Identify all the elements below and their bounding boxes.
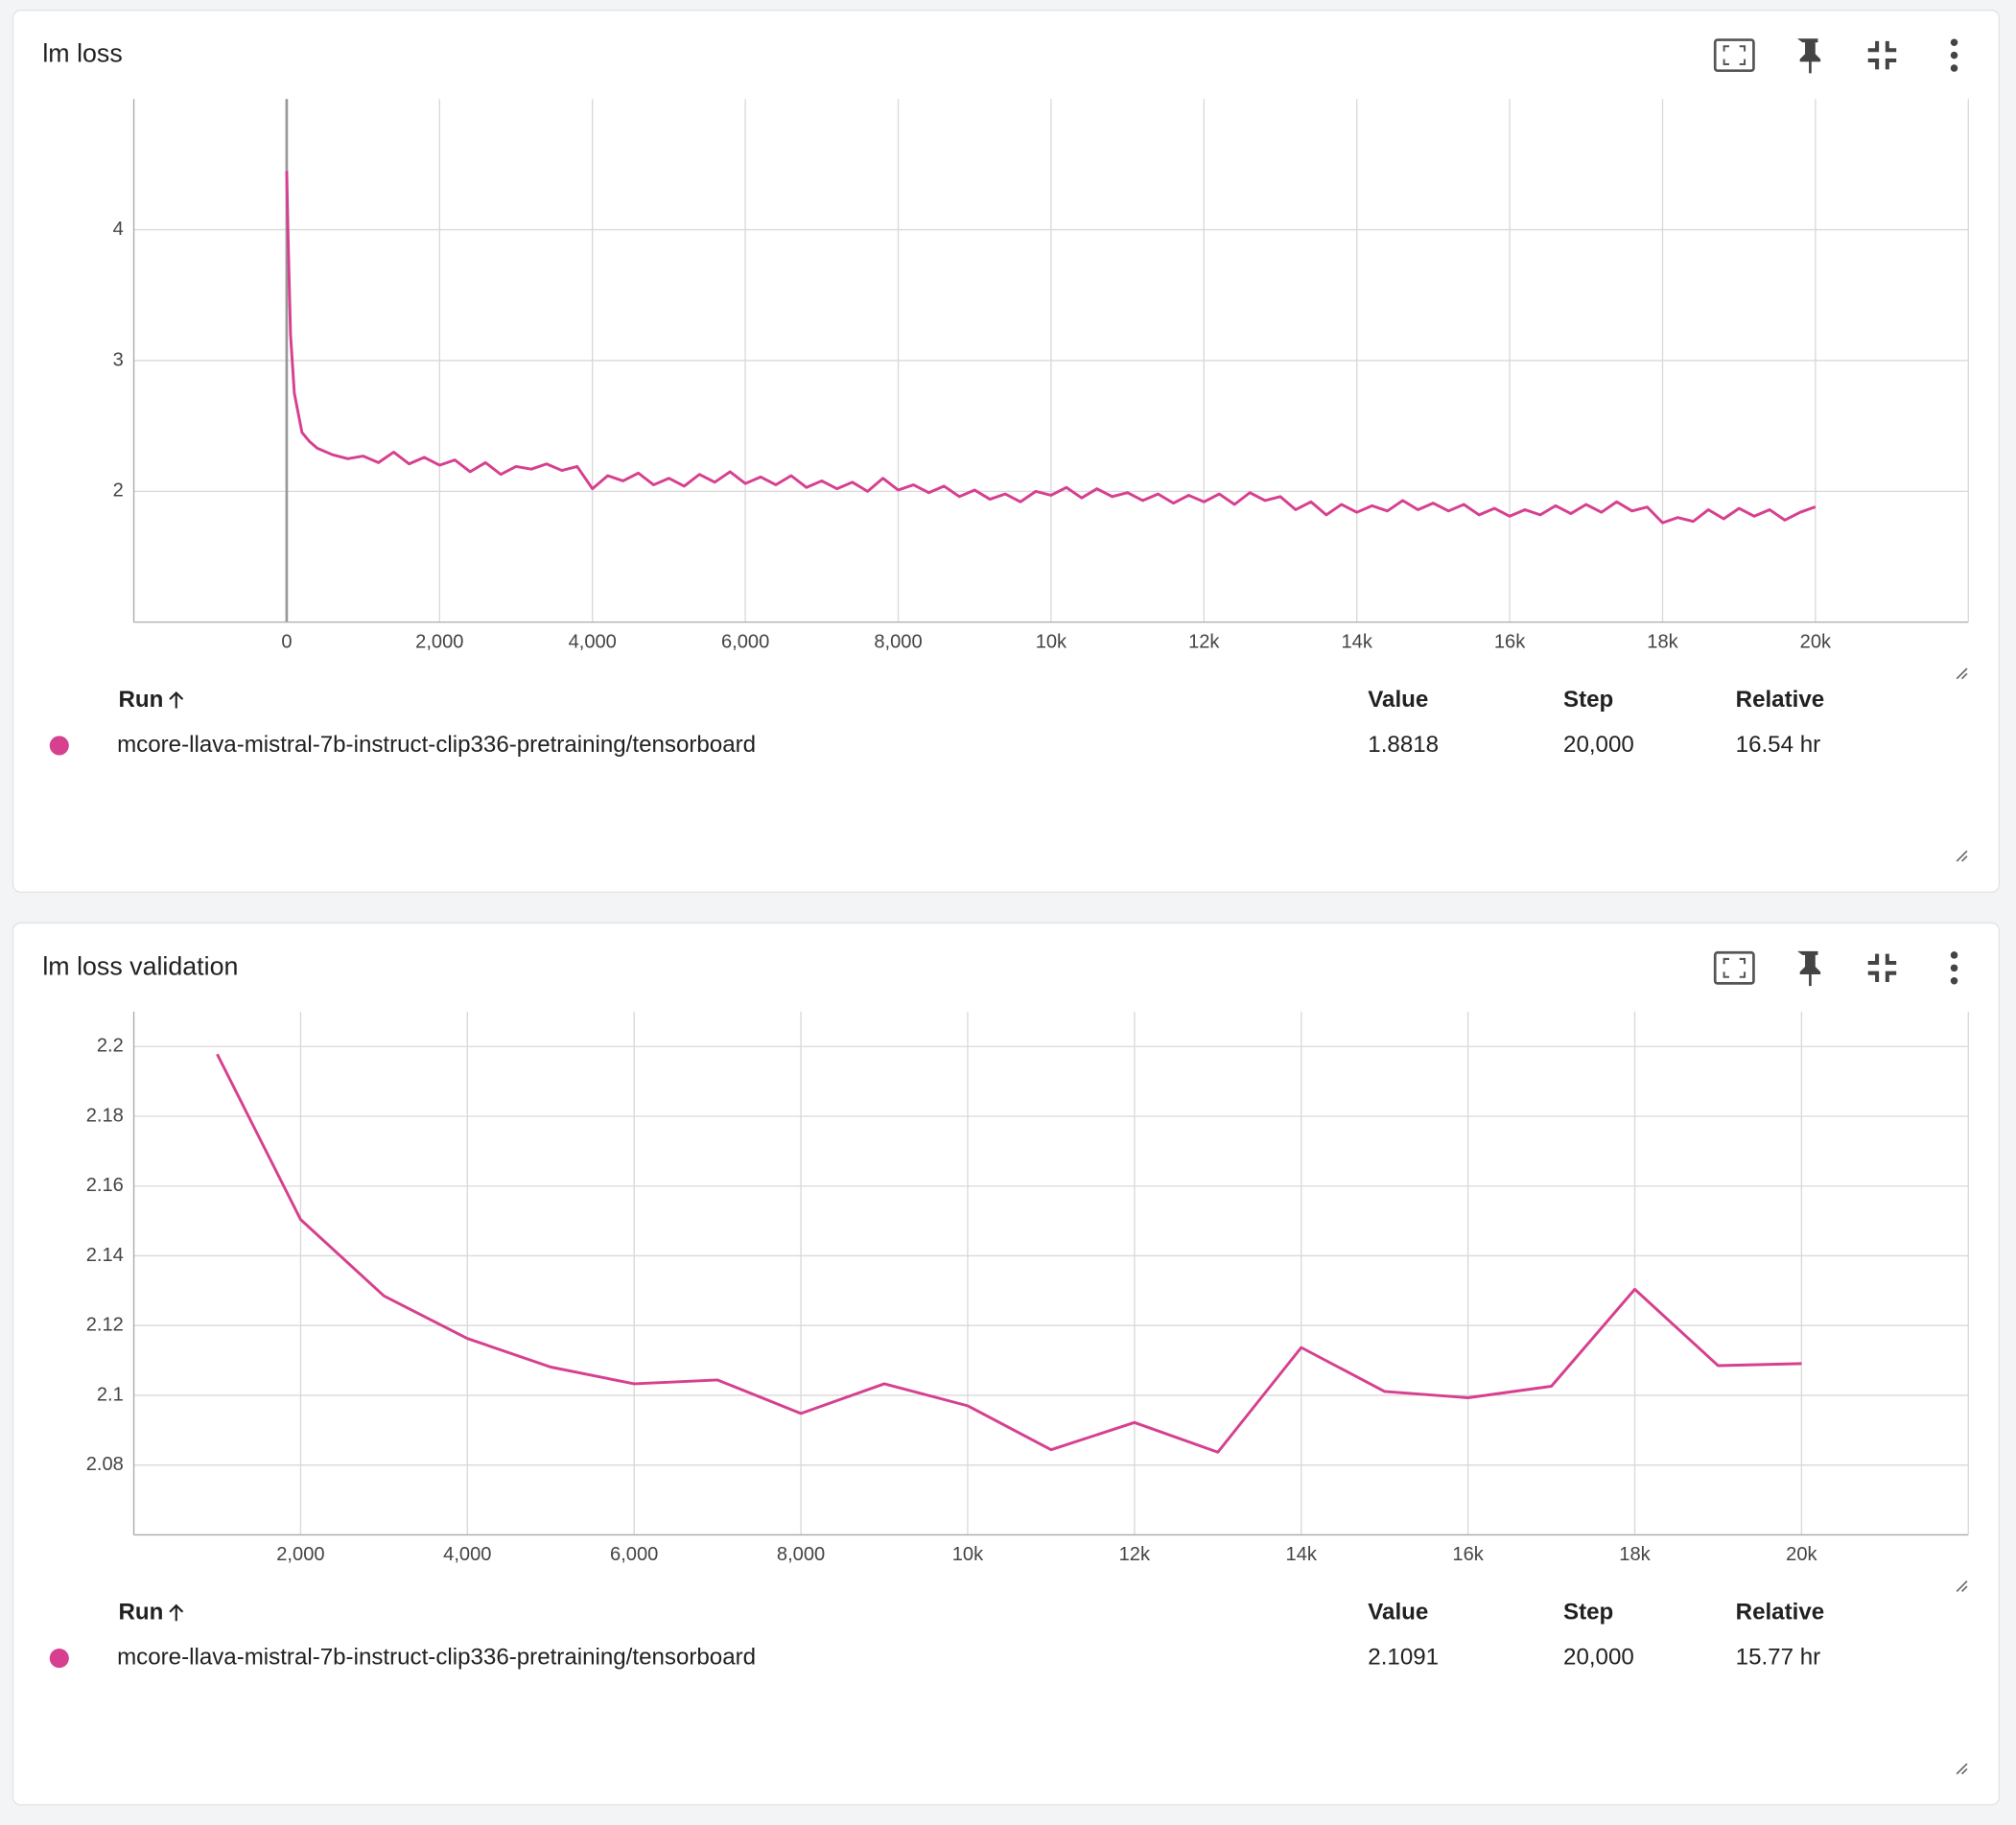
column-header[interactable]: Value <box>1368 687 1428 713</box>
x-tick-label: 18k <box>1647 632 1678 653</box>
x-tick-label: 20k <box>1786 1544 1817 1565</box>
table-cell: 1.8818 <box>1368 732 1439 758</box>
icon <box>1723 957 1746 978</box>
collapse-button[interactable] <box>1867 953 1897 983</box>
x-tick-label: 12k <box>1119 1544 1151 1565</box>
icon <box>1713 38 1755 73</box>
run-color-dot <box>49 736 69 756</box>
x-tick-label: 0 <box>281 632 292 653</box>
x-tick-label: 8,000 <box>777 1544 825 1565</box>
sort-arrow <box>169 690 184 709</box>
y-tick-label: 2.16 <box>86 1175 124 1196</box>
x-tick-label: 18k <box>1619 1544 1651 1565</box>
column-header[interactable]: Step <box>1563 1600 1613 1626</box>
table-cell: mcore-llava-mistral-7b-instruct-clip336-… <box>117 1644 756 1670</box>
x-tick-label: 14k <box>1341 632 1372 653</box>
sort-arrow <box>169 1603 184 1622</box>
more-button[interactable] <box>1950 951 1958 985</box>
icon <box>1950 964 1958 972</box>
line-series <box>216 1053 1802 1454</box>
x-tick-label: 2,000 <box>276 1544 324 1565</box>
card-title: lm loss <box>42 39 122 68</box>
pin-button[interactable] <box>1797 950 1821 987</box>
run-color-dot <box>49 1649 69 1669</box>
x-tick-label: 4,000 <box>569 632 617 653</box>
x-tick-label: 4,000 <box>443 1544 491 1565</box>
x-tick-label: 10k <box>952 1544 984 1565</box>
resize-handle <box>1956 1763 1968 1775</box>
y-tick-label: 2 <box>113 480 124 502</box>
resize-handle <box>1956 1580 1968 1592</box>
x-tick-label: 6,000 <box>721 632 769 653</box>
x-tick-label: 14k <box>1286 1544 1318 1565</box>
fit-domain-button[interactable] <box>1713 38 1755 73</box>
table-cell: mcore-llava-mistral-7b-instruct-clip336-… <box>117 732 756 758</box>
y-tick-label: 2.08 <box>86 1454 124 1475</box>
icon <box>1723 45 1746 66</box>
table-cell: 2.1091 <box>1368 1644 1439 1670</box>
y-tick-label: 2.1 <box>97 1384 124 1405</box>
y-tick-label: 4 <box>113 219 124 240</box>
column-header[interactable]: Run <box>118 687 163 713</box>
x-tick-label: 12k <box>1188 632 1220 653</box>
resize-handle <box>1956 667 1968 680</box>
column-header[interactable]: Relative <box>1736 687 1824 713</box>
card-title: lm loss validation <box>42 951 238 980</box>
y-tick-label: 2.14 <box>86 1245 124 1266</box>
icon <box>1950 64 1958 72</box>
line-series <box>285 171 1817 525</box>
column-header[interactable]: Value <box>1368 1600 1428 1626</box>
icon <box>1950 51 1958 59</box>
column-header[interactable]: Relative <box>1736 1600 1824 1626</box>
y-tick-label: 2.2 <box>97 1036 124 1057</box>
card-bg <box>12 10 2001 893</box>
card: lm loss validation 2.08 2.1 2.12 2.14 2.16 2.1… <box>12 922 2001 1806</box>
resize-handle <box>1956 850 1968 862</box>
table-cell: 20,000 <box>1563 1644 1634 1670</box>
x-tick-label: 16k <box>1452 1544 1484 1565</box>
collapse-button[interactable] <box>1867 40 1897 70</box>
column-header[interactable]: Step <box>1563 687 1613 713</box>
x-tick-label: 16k <box>1494 632 1526 653</box>
fit-domain-button[interactable] <box>1713 950 1755 985</box>
icon <box>1950 976 1958 985</box>
table-cell: 20,000 <box>1563 732 1634 758</box>
table-cell: 16.54 hr <box>1736 732 1820 758</box>
column-header[interactable]: Run <box>118 1600 163 1626</box>
x-tick-label: 10k <box>1036 632 1067 653</box>
y-tick-label: 2.18 <box>86 1105 124 1126</box>
more-button[interactable] <box>1950 38 1958 72</box>
pin-button[interactable] <box>1797 38 1821 74</box>
x-tick-label: 6,000 <box>610 1544 658 1565</box>
y-tick-label: 3 <box>113 349 124 370</box>
icon <box>1713 950 1755 985</box>
x-tick-label: 20k <box>1800 632 1832 653</box>
x-tick-label: 2,000 <box>415 632 463 653</box>
card: lm loss 2 3 4 0 2,000 4,000 6,000 8,000 10k 12k 14k… <box>12 10 2001 893</box>
table-cell: 15.77 hr <box>1736 1644 1820 1670</box>
icon <box>1950 38 1958 46</box>
y-tick-label: 2.12 <box>86 1315 124 1336</box>
card-bg <box>12 922 2001 1806</box>
x-tick-label: 8,000 <box>874 632 922 653</box>
icon <box>1950 951 1958 959</box>
